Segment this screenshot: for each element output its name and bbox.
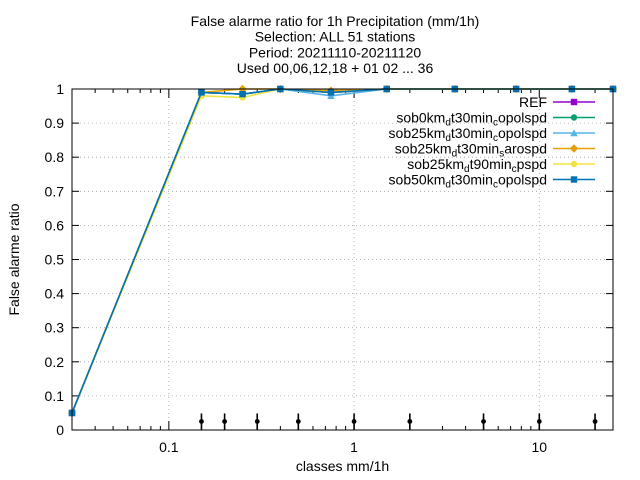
y-tick-label: 0.2 bbox=[45, 354, 65, 370]
title-line: False alarme ratio for 1h Precipitation … bbox=[191, 13, 480, 29]
error-bar-point bbox=[351, 419, 357, 424]
error-bar-point bbox=[295, 419, 301, 424]
y-tick-label: 0.3 bbox=[45, 320, 65, 336]
error-bar-point bbox=[199, 419, 204, 424]
legend: REFsob0kmdt30mincopolspdsob25kmdt30minco… bbox=[389, 94, 595, 191]
error-bars bbox=[199, 413, 598, 430]
legend-label: sob25kmdt30minsarospd bbox=[395, 141, 547, 160]
legend-marker bbox=[570, 129, 578, 137]
error-bar-point bbox=[222, 419, 228, 424]
chart-title: False alarme ratio for 1h Precipitation … bbox=[191, 13, 480, 76]
y-tick-label: 0 bbox=[56, 422, 64, 438]
title-line: Used 00,06,12,18 + 01 02 ... 36 bbox=[237, 60, 434, 76]
y-tick-label: 0.6 bbox=[45, 217, 65, 233]
x-axis-label: classes mm/1h bbox=[296, 458, 389, 474]
x-tick-label: 10 bbox=[532, 439, 548, 455]
legend-marker bbox=[570, 98, 578, 106]
y-tick-label: 0.5 bbox=[45, 252, 65, 268]
axis-ticks: 0 0.1 0.2 0.3 0.4 0.5 0.6 0.7 0.8 0.9 1 0.1 1 10 bbox=[45, 81, 613, 455]
y-tick-label: 0.8 bbox=[45, 149, 65, 165]
y-tick-label: 1 bbox=[56, 81, 64, 97]
y-tick-label: 0.4 bbox=[45, 286, 65, 302]
legend-label: sob50kmdt30mincopolspd bbox=[389, 172, 547, 191]
grid bbox=[72, 89, 613, 430]
title-line: Selection: ALL 51 stations bbox=[255, 29, 416, 45]
data-point bbox=[239, 90, 246, 98]
error-bar-point bbox=[254, 419, 260, 424]
data-point bbox=[327, 89, 335, 96]
plot-frame bbox=[71, 88, 614, 431]
legend-marker bbox=[570, 160, 578, 168]
data-point bbox=[198, 89, 205, 96]
legend-label: sob25kmdt30mincopolspd bbox=[389, 125, 547, 144]
legend-label: sob25kmdt90mincpspd bbox=[407, 156, 547, 175]
error-bar-point bbox=[592, 419, 598, 424]
y-axis-label: False alarme ratio bbox=[6, 203, 22, 315]
legend-marker bbox=[570, 114, 578, 121]
error-bar-point bbox=[407, 419, 413, 424]
legend-label: sob0kmdt30mincopolspd bbox=[396, 110, 547, 129]
y-tick-label: 0.1 bbox=[45, 388, 65, 404]
legend-label: REF bbox=[519, 94, 547, 110]
legend-marker bbox=[570, 176, 578, 183]
error-bar-point bbox=[481, 419, 486, 424]
y-tick-label: 0.9 bbox=[45, 115, 65, 131]
x-tick-label: 1 bbox=[350, 439, 358, 455]
error-bar-point bbox=[536, 419, 542, 424]
title-line: Period: 20211110-20211120 bbox=[249, 44, 422, 60]
y-tick-label: 0.7 bbox=[45, 183, 65, 199]
x-tick-label: 0.1 bbox=[159, 439, 179, 455]
legend-marker bbox=[569, 144, 579, 153]
